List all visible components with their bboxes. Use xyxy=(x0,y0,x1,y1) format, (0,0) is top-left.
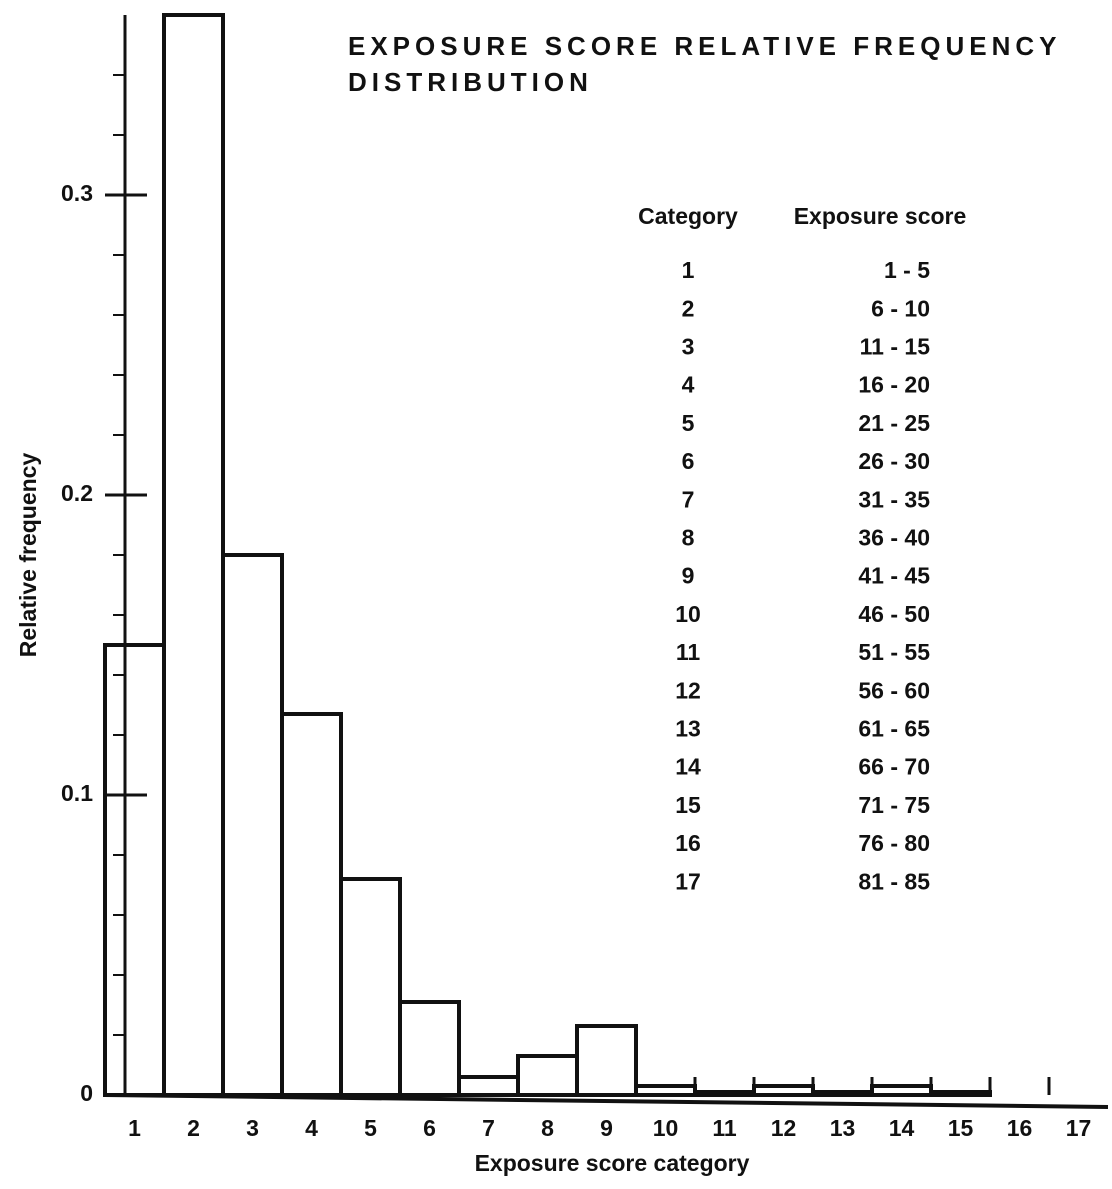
bar xyxy=(693,1090,756,1097)
table-score: 71 - 75 xyxy=(858,792,930,818)
table-category: 10 xyxy=(675,601,701,627)
y-tick-label: 0 xyxy=(80,1080,93,1106)
y-axis-label: Relative frequency xyxy=(15,453,41,658)
table-header: Category xyxy=(638,203,738,229)
table-score: 1 - 5 xyxy=(884,257,930,283)
bar xyxy=(516,1054,579,1097)
table-header: Exposure score xyxy=(794,203,967,229)
table-category: 17 xyxy=(675,868,701,894)
table-category: 12 xyxy=(675,677,701,703)
bar xyxy=(162,13,225,1097)
table-category: 2 xyxy=(682,295,695,321)
table-score: 31 - 35 xyxy=(858,486,930,512)
table-score: 81 - 85 xyxy=(858,868,930,894)
x-tick-label: 2 xyxy=(187,1115,200,1141)
x-tick-label: 15 xyxy=(948,1115,974,1141)
table-category: 4 xyxy=(682,372,695,398)
chart-title: EXPOSURE SCORE RELATIVE FREQUENCY DISTRI… xyxy=(348,31,1062,97)
table-category: 1 xyxy=(682,257,695,283)
bar xyxy=(929,1090,992,1097)
table-category: 14 xyxy=(675,754,701,780)
table-score: 16 - 20 xyxy=(858,372,930,398)
x-tick-label: 1 xyxy=(128,1115,141,1141)
table-score: 66 - 70 xyxy=(858,754,930,780)
table-category: 7 xyxy=(682,486,695,512)
table-score: 6 - 10 xyxy=(871,295,930,321)
table-category: 15 xyxy=(675,792,701,818)
bar xyxy=(339,877,402,1097)
bar xyxy=(103,643,166,1097)
x-axis-label: Exposure score category xyxy=(475,1150,750,1176)
x-tick-label: 8 xyxy=(541,1115,554,1141)
bar xyxy=(398,1000,461,1097)
x-tick-label: 4 xyxy=(305,1115,318,1141)
table-score: 76 - 80 xyxy=(858,830,930,856)
table-category: 8 xyxy=(682,524,695,550)
y-tick-label: 0.2 xyxy=(61,480,93,506)
table-score: 21 - 25 xyxy=(858,410,930,436)
bar xyxy=(457,1075,520,1097)
table-score: 51 - 55 xyxy=(858,639,930,665)
x-tick-label: 5 xyxy=(364,1115,377,1141)
bar xyxy=(221,553,284,1097)
x-tick-label: 7 xyxy=(482,1115,495,1141)
table-score: 11 - 15 xyxy=(860,333,931,359)
y-tick-label: 0.3 xyxy=(61,180,93,206)
x-tick-label: 17 xyxy=(1066,1115,1092,1141)
table-score: 41 - 45 xyxy=(858,563,930,589)
bar xyxy=(280,712,343,1097)
table-category: 5 xyxy=(682,410,695,436)
bar xyxy=(752,1084,815,1097)
x-tick-label: 3 xyxy=(246,1115,259,1141)
table-category: 11 xyxy=(676,639,701,665)
x-tick-label: 10 xyxy=(653,1115,679,1141)
table-score: 36 - 40 xyxy=(858,524,930,550)
x-tick-label: 12 xyxy=(771,1115,797,1141)
table-category: 3 xyxy=(682,333,695,359)
table-category: 6 xyxy=(682,448,695,474)
table-score: 56 - 60 xyxy=(858,677,930,703)
table-category: 9 xyxy=(682,563,695,589)
bar xyxy=(811,1090,874,1097)
y-tick-label: 0.1 xyxy=(61,780,93,806)
table-score: 26 - 30 xyxy=(858,448,930,474)
x-tick-label: 13 xyxy=(830,1115,856,1141)
x-tick-label: 14 xyxy=(889,1115,915,1141)
table-category: 16 xyxy=(675,830,701,856)
x-tick-label: 6 xyxy=(423,1115,436,1141)
bar xyxy=(870,1084,933,1097)
bar xyxy=(634,1084,697,1097)
table-score: 46 - 50 xyxy=(858,601,930,627)
bar xyxy=(575,1024,638,1097)
table-score: 61 - 65 xyxy=(858,715,930,741)
x-tick-label: 11 xyxy=(712,1115,737,1141)
table-category: 13 xyxy=(675,715,701,741)
x-tick-label: 9 xyxy=(600,1115,613,1141)
x-tick-label: 16 xyxy=(1007,1115,1033,1141)
